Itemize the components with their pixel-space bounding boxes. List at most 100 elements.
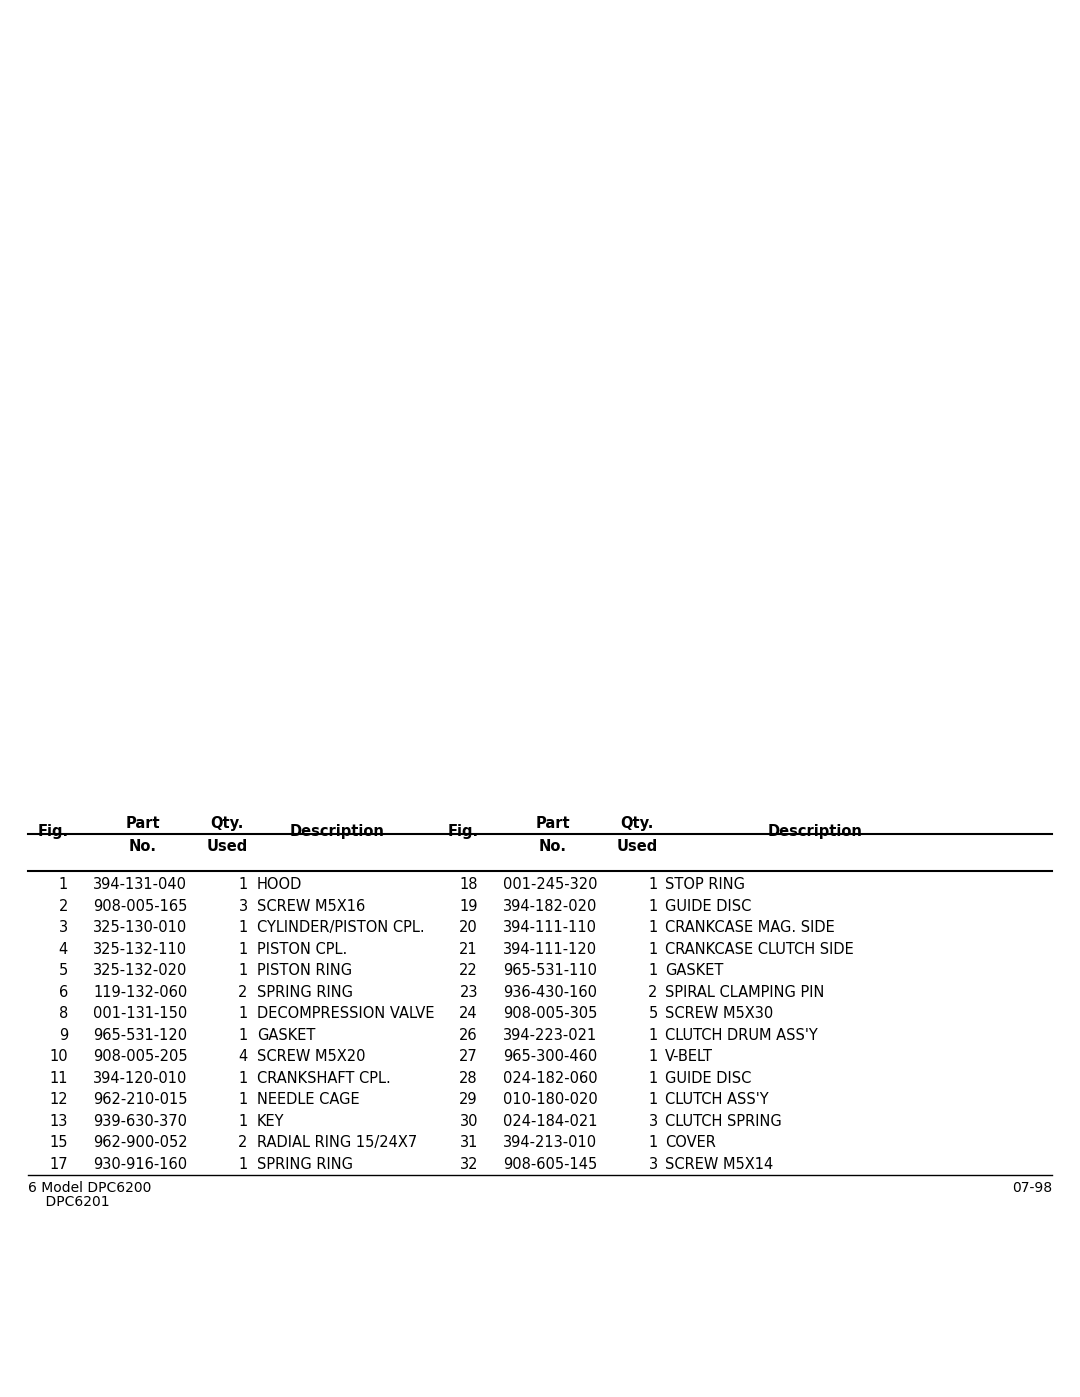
- Text: 2: 2: [58, 898, 68, 914]
- Text: 939-630-370: 939-630-370: [93, 1113, 187, 1129]
- Text: 394-213-010: 394-213-010: [503, 1136, 597, 1150]
- Text: PISTON CPL.: PISTON CPL.: [257, 942, 348, 957]
- Text: 15: 15: [50, 1136, 68, 1150]
- Text: 29: 29: [459, 1092, 478, 1108]
- Text: CRANKSHAFT CPL.: CRANKSHAFT CPL.: [257, 1070, 391, 1085]
- Text: DECOMPRESSION VALVE: DECOMPRESSION VALVE: [257, 1006, 434, 1021]
- Text: SCREW M5X16: SCREW M5X16: [257, 898, 365, 914]
- Text: 1: 1: [648, 1028, 658, 1042]
- Text: RADIAL RING 15/24X7: RADIAL RING 15/24X7: [257, 1136, 417, 1150]
- Text: 394-223-021: 394-223-021: [503, 1028, 597, 1042]
- Text: Qty.: Qty.: [620, 816, 653, 831]
- Text: CLUTCH ASS'Y: CLUTCH ASS'Y: [665, 1092, 769, 1108]
- Text: V-BELT: V-BELT: [665, 1049, 713, 1065]
- Text: No.: No.: [539, 840, 567, 855]
- Text: 1: 1: [239, 1092, 247, 1108]
- Text: 908-005-165: 908-005-165: [93, 898, 187, 914]
- Text: 23: 23: [459, 985, 478, 1000]
- Text: Part: Part: [536, 816, 570, 831]
- Text: CLUTCH SPRING: CLUTCH SPRING: [665, 1113, 782, 1129]
- Text: PISTON RING: PISTON RING: [257, 964, 352, 978]
- Text: STOP RING: STOP RING: [665, 877, 745, 893]
- Text: 31: 31: [460, 1136, 478, 1150]
- Text: 119-132-060: 119-132-060: [93, 985, 187, 1000]
- Text: COVER: COVER: [665, 1136, 716, 1150]
- Text: 1: 1: [648, 1136, 658, 1150]
- Text: 6: 6: [58, 985, 68, 1000]
- Text: 1: 1: [648, 898, 658, 914]
- Text: 07-98: 07-98: [1012, 1180, 1052, 1194]
- Text: 1: 1: [239, 877, 247, 893]
- Text: CYLINDER/PISTON CPL.: CYLINDER/PISTON CPL.: [257, 921, 424, 935]
- Text: SCREW M5X30: SCREW M5X30: [665, 1006, 773, 1021]
- Text: 024-184-021: 024-184-021: [503, 1113, 597, 1129]
- Bar: [0, 812, 1080, 1397]
- Text: 19: 19: [459, 898, 478, 914]
- Text: SCREW M5X20: SCREW M5X20: [257, 1049, 365, 1065]
- Text: 17: 17: [50, 1157, 68, 1172]
- Text: 1: 1: [239, 964, 247, 978]
- Text: Fig.: Fig.: [38, 824, 68, 840]
- Text: 12: 12: [50, 1092, 68, 1108]
- Text: 3: 3: [59, 921, 68, 935]
- Text: 32: 32: [459, 1157, 478, 1172]
- Text: 936-430-160: 936-430-160: [503, 985, 597, 1000]
- Text: 962-210-015: 962-210-015: [93, 1092, 188, 1108]
- Text: Description: Description: [289, 824, 384, 840]
- Text: 18: 18: [459, 877, 478, 893]
- Text: 10: 10: [50, 1049, 68, 1065]
- Text: 27: 27: [459, 1049, 478, 1065]
- Text: 930-916-160: 930-916-160: [93, 1157, 187, 1172]
- Text: 20: 20: [459, 921, 478, 935]
- Text: GUIDE DISC: GUIDE DISC: [665, 1070, 752, 1085]
- Text: 965-531-120: 965-531-120: [93, 1028, 187, 1042]
- Text: 6 Model DPC6200: 6 Model DPC6200: [28, 1180, 151, 1194]
- Text: 1: 1: [648, 921, 658, 935]
- Text: 5: 5: [58, 964, 68, 978]
- Text: 001-131-150: 001-131-150: [93, 1006, 187, 1021]
- Text: 1: 1: [648, 964, 658, 978]
- Text: 30: 30: [459, 1113, 478, 1129]
- Text: NEEDLE CAGE: NEEDLE CAGE: [257, 1092, 360, 1108]
- Text: SPRING RING: SPRING RING: [257, 1157, 353, 1172]
- Text: GASKET: GASKET: [257, 1028, 315, 1042]
- Text: Part: Part: [125, 816, 160, 831]
- Text: 1: 1: [648, 942, 658, 957]
- Text: Fig.: Fig.: [447, 824, 478, 840]
- Text: Used: Used: [206, 840, 247, 855]
- Text: 11: 11: [50, 1070, 68, 1085]
- Text: 024-182-060: 024-182-060: [503, 1070, 597, 1085]
- Text: 1: 1: [239, 942, 247, 957]
- Text: 1: 1: [239, 1113, 247, 1129]
- Text: 3: 3: [648, 1113, 658, 1129]
- Text: 4: 4: [239, 1049, 247, 1065]
- Text: 1: 1: [239, 1157, 247, 1172]
- Text: 1: 1: [648, 877, 658, 893]
- Text: 26: 26: [459, 1028, 478, 1042]
- Text: SPIRAL CLAMPING PIN: SPIRAL CLAMPING PIN: [665, 985, 824, 1000]
- Text: 13: 13: [50, 1113, 68, 1129]
- Text: 965-531-110: 965-531-110: [503, 964, 597, 978]
- Text: 325-132-110: 325-132-110: [93, 942, 187, 957]
- Text: 24: 24: [459, 1006, 478, 1021]
- Text: 1: 1: [648, 1092, 658, 1108]
- Text: 010-180-020: 010-180-020: [503, 1092, 597, 1108]
- Text: CRANKCASE MAG. SIDE: CRANKCASE MAG. SIDE: [665, 921, 835, 935]
- Text: 8: 8: [58, 1006, 68, 1021]
- Text: 965-300-460: 965-300-460: [503, 1049, 597, 1065]
- Text: 325-130-010: 325-130-010: [93, 921, 187, 935]
- Text: 1: 1: [648, 1049, 658, 1065]
- Text: 1: 1: [58, 877, 68, 893]
- Text: 1: 1: [239, 921, 247, 935]
- Text: Used: Used: [617, 840, 658, 855]
- Text: 5: 5: [648, 1006, 658, 1021]
- Text: 28: 28: [459, 1070, 478, 1085]
- Text: CLUTCH DRUM ASS'Y: CLUTCH DRUM ASS'Y: [665, 1028, 818, 1042]
- Text: Qty.: Qty.: [211, 816, 244, 831]
- Text: 001-245-320: 001-245-320: [503, 877, 597, 893]
- Text: 394-111-110: 394-111-110: [503, 921, 597, 935]
- Text: 394-120-010: 394-120-010: [93, 1070, 187, 1085]
- Text: 325-132-020: 325-132-020: [93, 964, 187, 978]
- Text: 1: 1: [648, 1070, 658, 1085]
- Text: Description: Description: [768, 824, 863, 840]
